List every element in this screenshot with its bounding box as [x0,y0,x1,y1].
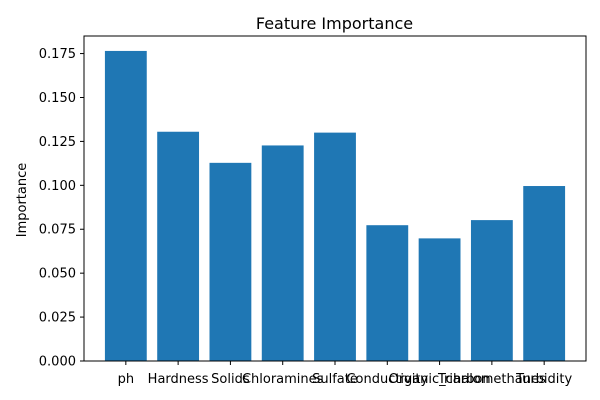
x-tick-label: Sulfate [312,372,358,387]
x-tick-label: Trihalomethanes [437,372,546,387]
bars-group [104,50,566,361]
bar-trihalomethanes [470,220,513,361]
y-tick-label: 0.000 [39,355,76,370]
y-axis-label: Importance [15,163,30,238]
y-tick-label: 0.050 [39,267,76,282]
y-tick-label: 0.100 [39,179,76,194]
y-tick-label: 0.025 [39,311,76,326]
x-tick-label: Hardness [148,372,209,387]
y-tick-label: 0.075 [39,223,76,238]
y-tick-label: 0.125 [39,135,76,150]
bar-solids [209,162,252,361]
y-tick-label: 0.175 [39,47,76,62]
bar-chloramines [261,145,304,361]
x-tick-label: Chloramines [242,372,324,387]
x-tick-label: Turbidity [515,372,572,387]
x-tick-label: ph [118,372,135,387]
x-tick-label: Solids [211,372,250,387]
x-tick-label: Conductivity [346,372,428,387]
bar-sulfate [314,132,356,361]
bar-organic_carbon [418,238,461,361]
x-tick-label: Organic_carbon [389,372,491,387]
bar-hardness [157,131,200,361]
x-axis-ticks: ph Hardness SolidsChloraminesSulfateConduc… [118,361,573,387]
plot-frame [83,35,587,362]
bar-ph [104,50,147,361]
chart-title: Feature Importance [256,14,413,33]
bar-turbidity [523,186,566,361]
bar-conductivity [366,225,409,361]
y-tick-label: 0.150 [39,91,76,106]
y-axis-ticks: 0.000 0.025 0.050 0.075 0.100 0.125 0.150 0.175 [39,47,84,370]
